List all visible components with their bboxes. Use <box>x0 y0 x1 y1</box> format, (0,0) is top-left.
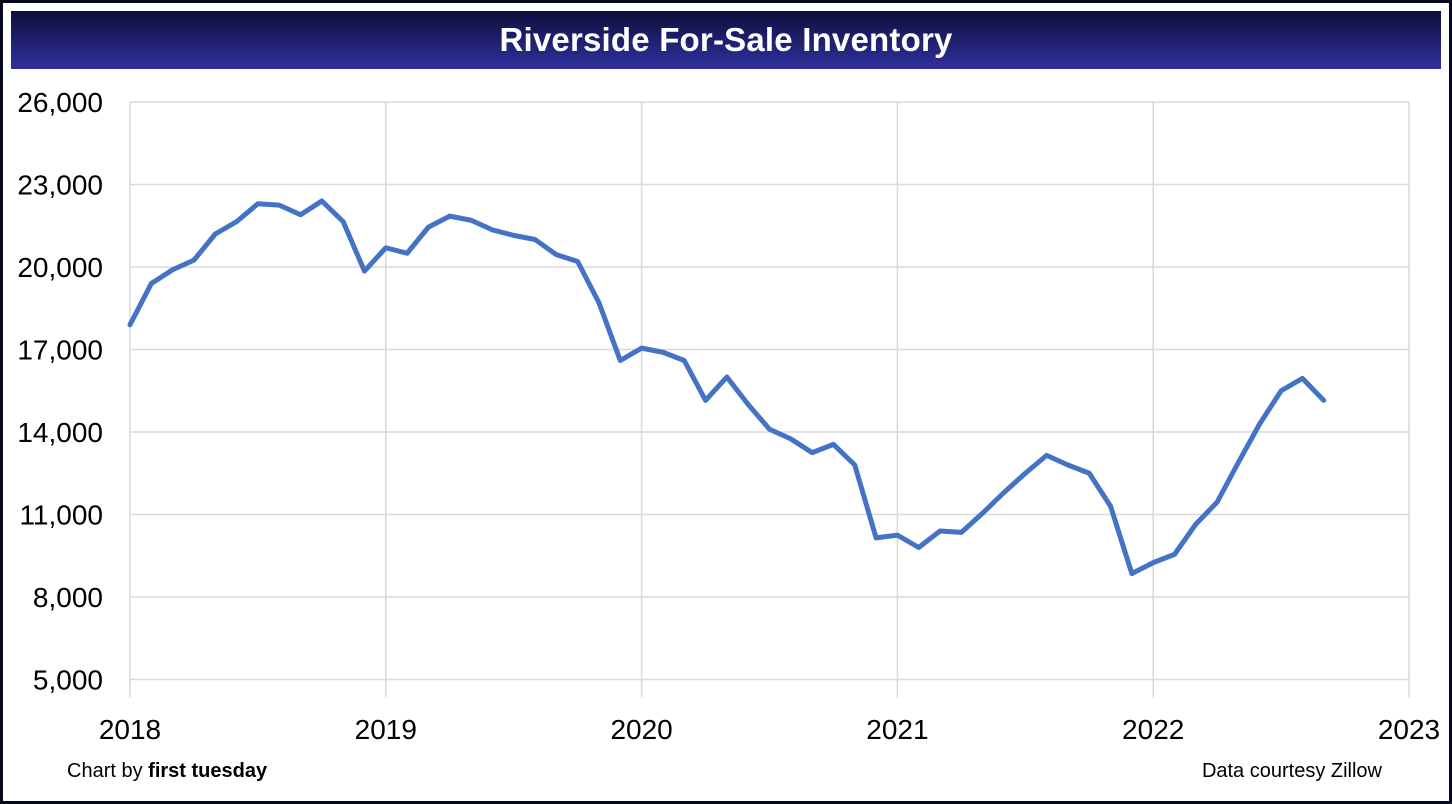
chart-title: Riverside For-Sale Inventory <box>499 21 953 58</box>
chart-credit: Chart by first tuesday <box>67 760 267 783</box>
data-source: Data courtesy Zillow <box>1201 760 1382 782</box>
y-axis-label: 17,000 <box>17 335 103 366</box>
x-axis-label: 2019 <box>355 714 417 745</box>
x-axis-label: 2021 <box>866 714 928 745</box>
line-chart: 2018 2019 2020 2021 2022 2023 5,000 8,000 11,000… <box>17 87 1440 745</box>
y-axis-label: 11,000 <box>19 500 103 531</box>
y-axis-label: 26,000 <box>17 87 103 118</box>
chart-title-banner: Riverside For-Sale Inventory <box>11 11 1441 69</box>
y-axis-label: 5,000 <box>33 665 103 696</box>
chart-credit-brand: first tuesday <box>148 760 268 782</box>
x-axis-label: 2020 <box>610 714 672 745</box>
y-axis-label: 20,000 <box>17 252 103 283</box>
x-axis-label: 2022 <box>1122 714 1184 745</box>
y-axis-label: 8,000 <box>33 582 103 613</box>
x-axis-label: 2018 <box>99 714 161 745</box>
y-axis-label: 14,000 <box>17 417 103 448</box>
x-axis-label: 2023 <box>1378 714 1440 745</box>
inventory-line <box>127 198 1327 577</box>
chart-credit-prefix: Chart by <box>67 760 149 782</box>
y-axis-label: 23,000 <box>17 170 103 201</box>
